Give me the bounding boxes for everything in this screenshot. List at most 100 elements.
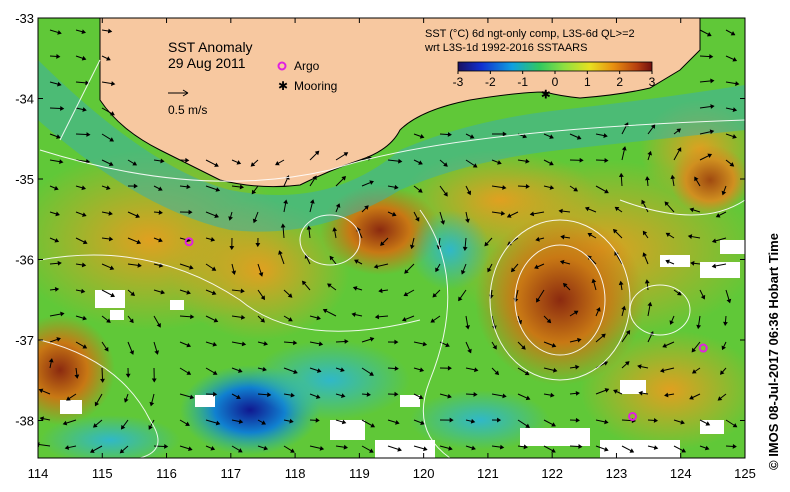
current-arrowhead	[151, 378, 157, 383]
current-arrowhead	[612, 228, 618, 234]
current-arrowhead	[107, 28, 113, 34]
current-arrowhead	[82, 107, 87, 112]
current-arrowhead	[551, 448, 556, 453]
current-arrowhead	[104, 346, 109, 352]
current-arrowhead	[260, 295, 266, 301]
current-arrowhead	[473, 391, 478, 397]
current-arrowhead	[369, 448, 374, 453]
current-arrowhead	[213, 391, 218, 397]
current-arrowhead	[418, 160, 423, 165]
x-tick-label: 120	[413, 466, 435, 481]
current-arrowhead	[327, 283, 332, 288]
current-arrowhead	[135, 213, 140, 218]
current-arrowhead	[188, 209, 193, 215]
current-arrowhead	[148, 425, 153, 430]
current-arrowhead	[432, 292, 438, 298]
current-arrowhead	[239, 184, 245, 190]
current-arrowhead	[621, 146, 627, 151]
current-arrowhead	[435, 267, 440, 273]
current-arrowhead	[558, 208, 563, 214]
colorbar-tick-label: 0	[552, 75, 559, 89]
map-title: SST Anomaly	[168, 39, 253, 55]
current-arrowhead	[214, 213, 219, 218]
current-arrowhead	[604, 388, 610, 393]
current-arrowhead	[188, 446, 193, 452]
current-arrowhead	[352, 286, 358, 291]
current-arrowhead	[575, 390, 580, 396]
current-arrowhead	[38, 388, 44, 394]
y-axis: -33-34-35-36-37-38	[15, 11, 745, 429]
current-arrowhead	[275, 161, 280, 166]
current-arrowhead	[160, 158, 165, 164]
x-tick-label: 119	[349, 466, 370, 481]
current-arrowhead	[403, 291, 409, 297]
current-arrowhead	[238, 419, 244, 424]
current-arrowhead	[109, 265, 115, 270]
current-arrowhead	[262, 366, 267, 372]
current-arrowhead	[137, 262, 142, 268]
current-arrowhead	[156, 322, 161, 328]
current-arrowhead	[423, 446, 428, 452]
current-arrowhead	[252, 218, 258, 224]
current-arrowhead	[517, 319, 523, 325]
current-arrowhead	[186, 184, 191, 190]
current-arrowhead	[536, 297, 541, 303]
current-arrowhead	[677, 147, 682, 152]
current-arrowhead	[419, 134, 425, 139]
current-arrowhead	[664, 392, 669, 398]
current-arrowhead	[447, 132, 452, 137]
current-arrowhead	[484, 241, 489, 247]
current-arrowhead	[430, 318, 436, 323]
current-arrowhead	[524, 370, 530, 376]
current-arrowhead	[642, 252, 647, 257]
current-arrowhead	[120, 424, 126, 430]
current-arrowhead	[525, 423, 530, 428]
current-arrowhead	[340, 393, 346, 398]
current-arrowhead	[158, 237, 163, 243]
current-arrowhead	[397, 446, 402, 452]
current-arrowhead	[662, 343, 667, 348]
current-arrowhead	[494, 370, 500, 376]
current-arrowhead	[710, 78, 715, 84]
current-arrowhead	[85, 159, 91, 164]
current-arrowhead	[629, 448, 635, 453]
mooring-legend-marker: ✱	[278, 79, 288, 93]
current-arrowhead	[380, 241, 385, 246]
current-arrowhead	[730, 31, 736, 36]
current-arrowhead	[106, 318, 111, 323]
current-arrowhead	[185, 157, 190, 163]
y-tick-label: -35	[15, 172, 34, 187]
current-arrowhead	[689, 395, 694, 400]
current-arrowhead	[108, 161, 114, 166]
colorbar-tick-label: -2	[485, 75, 496, 89]
current-arrowhead	[110, 292, 116, 298]
current-arrowhead	[108, 236, 114, 242]
x-tick-label: 115	[92, 466, 113, 481]
mooring-icon: ✱	[541, 87, 551, 101]
sst-field	[38, 18, 745, 458]
current-arrowhead	[502, 131, 507, 137]
current-arrowhead	[288, 317, 293, 322]
current-arrowhead	[676, 291, 682, 296]
current-arrowhead	[604, 189, 609, 194]
current-arrowhead	[653, 417, 659, 423]
argo-legend-label: Argo	[294, 59, 320, 73]
scale-label: 0.5 m/s	[168, 103, 207, 117]
current-arrowhead	[417, 188, 423, 193]
x-tick-label: 121	[477, 466, 499, 481]
scale-arrow	[168, 89, 189, 97]
current-arrowhead	[418, 394, 424, 400]
current-arrowhead	[717, 396, 723, 401]
current-arrowhead	[559, 259, 565, 265]
current-arrowhead	[415, 216, 420, 222]
current-arrowhead	[315, 394, 321, 399]
current-arrowhead	[618, 172, 624, 178]
current-arrowhead	[669, 320, 675, 325]
current-arrowhead	[445, 342, 450, 348]
mooring-marker: ✱	[541, 87, 551, 101]
current-arrowhead	[573, 310, 579, 315]
current-arrowhead	[732, 134, 737, 139]
current-arrowhead	[719, 370, 725, 375]
argo-float-marker	[628, 411, 638, 421]
